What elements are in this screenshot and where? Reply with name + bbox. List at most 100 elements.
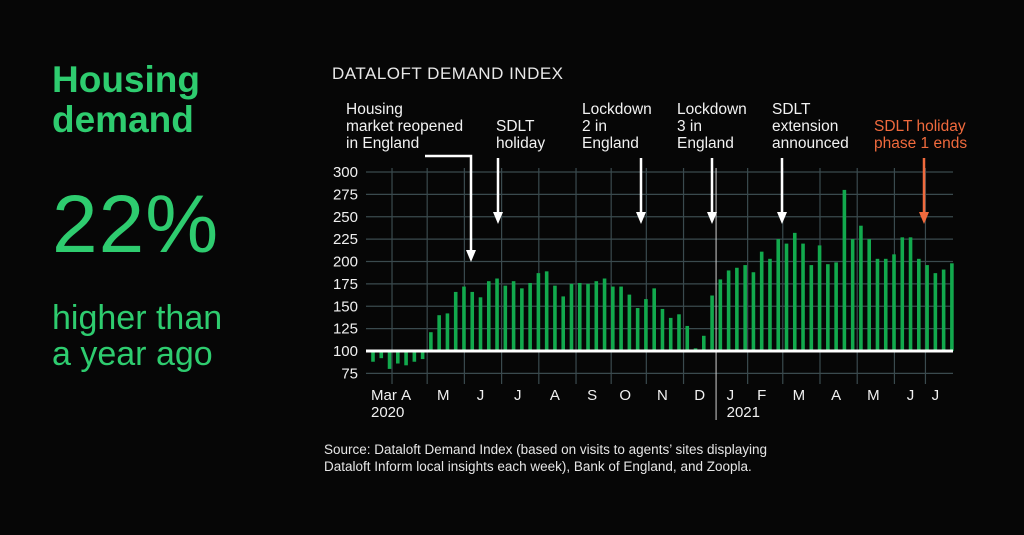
bar — [371, 351, 375, 362]
headline-panel: Housing demand 22% higher than a year ag… — [52, 59, 223, 373]
bar — [817, 245, 822, 351]
y-tick-label: 75 — [341, 365, 358, 382]
bar — [826, 264, 830, 351]
bar — [520, 288, 524, 351]
bar — [768, 258, 772, 351]
big-stat: 22% — [52, 179, 220, 270]
bar — [702, 335, 706, 351]
bar — [602, 278, 607, 351]
bar — [735, 267, 739, 351]
bar — [668, 317, 673, 351]
y-tick-label: 175 — [333, 276, 358, 293]
y-tick-label: 125 — [333, 321, 358, 338]
y-tick-label: 225 — [333, 231, 358, 248]
x-tick-label: A — [831, 387, 841, 404]
y-tick-label: 300 — [333, 164, 358, 181]
x-tick-label: S — [587, 387, 597, 404]
bar — [660, 308, 665, 351]
chart-title: DATALOFT DEMAND INDEX — [332, 64, 564, 83]
arrow-down-icon — [777, 212, 787, 224]
bar — [577, 282, 582, 351]
bar — [950, 263, 954, 351]
arrow-down-icon — [707, 212, 717, 224]
bar — [594, 281, 599, 351]
arrow-down-icon — [636, 212, 646, 224]
bar — [784, 243, 789, 351]
subtext-line-2: a year ago — [52, 335, 213, 373]
annotation-label: SDLT holiday phase 1 ends — [874, 118, 968, 152]
subtext-line-1: higher than — [52, 299, 223, 337]
x-tick-label: J — [514, 387, 522, 404]
x-tick-label: J — [727, 387, 735, 404]
bar — [726, 270, 731, 351]
x-tick-label: M — [793, 387, 806, 404]
bar — [619, 286, 623, 351]
headline-line-2: demand — [52, 99, 194, 140]
bar — [710, 295, 714, 351]
bar — [536, 273, 541, 351]
y-tick-label: 275 — [333, 186, 358, 203]
bar — [925, 265, 929, 351]
bar — [396, 351, 400, 364]
bar — [908, 237, 913, 351]
bar — [544, 271, 549, 351]
bar — [486, 281, 491, 351]
source-note: Source: Dataloft Demand Index (based on … — [324, 441, 767, 475]
bar — [883, 258, 888, 351]
bar — [387, 351, 392, 369]
bar — [677, 314, 681, 351]
x-year-label: 2020 — [371, 404, 404, 421]
bar — [751, 272, 756, 351]
headline-line-1: Housing — [52, 59, 200, 100]
bar — [867, 239, 871, 351]
bar — [478, 297, 483, 351]
x-tick-label: N — [657, 387, 668, 404]
bar — [652, 288, 656, 351]
bar — [801, 243, 805, 351]
bar — [834, 262, 838, 351]
arrow-down-icon — [466, 250, 476, 262]
y-tick-label: 250 — [333, 209, 358, 226]
bar — [420, 351, 425, 360]
bar — [792, 232, 797, 351]
bar — [611, 286, 615, 351]
x-tick-label: M — [437, 387, 450, 404]
y-tick-label: 100 — [333, 343, 358, 360]
bar — [635, 308, 640, 351]
bar — [842, 189, 847, 351]
x-tick-label: M — [867, 387, 880, 404]
x-tick-label: A — [401, 387, 411, 404]
bar — [685, 325, 690, 351]
x-year-label: 2021 — [727, 404, 760, 421]
bar — [759, 251, 764, 351]
annotation-label: SDLT holiday — [496, 118, 546, 152]
bar — [404, 351, 408, 366]
bar — [850, 239, 855, 351]
x-tick-label: A — [550, 387, 560, 404]
bar — [776, 239, 781, 351]
bar — [470, 291, 475, 351]
bar — [875, 258, 880, 351]
bar — [412, 351, 417, 362]
y-tick-label: 200 — [333, 254, 358, 271]
bar — [933, 273, 938, 351]
x-tick-label: J — [477, 387, 485, 404]
x-tick-label: O — [619, 387, 631, 404]
bar — [900, 237, 905, 351]
annotation-label: Lockdown 2 in England — [582, 101, 652, 152]
x-tick-label: J — [907, 387, 915, 404]
bar — [743, 265, 747, 351]
bar — [809, 265, 814, 351]
bar — [718, 279, 723, 351]
x-tick-label: F — [757, 387, 766, 404]
source-line-1: Source: Dataloft Demand Index (based on … — [324, 442, 767, 457]
bar — [379, 351, 384, 359]
bar — [528, 282, 532, 351]
bar — [553, 285, 557, 351]
bar — [917, 258, 921, 351]
bar — [892, 254, 896, 351]
annotation-label: Housing market reopened in England — [346, 101, 464, 152]
y-tick-label: 150 — [333, 298, 358, 315]
annotation-label: Lockdown 3 in England — [677, 101, 747, 152]
